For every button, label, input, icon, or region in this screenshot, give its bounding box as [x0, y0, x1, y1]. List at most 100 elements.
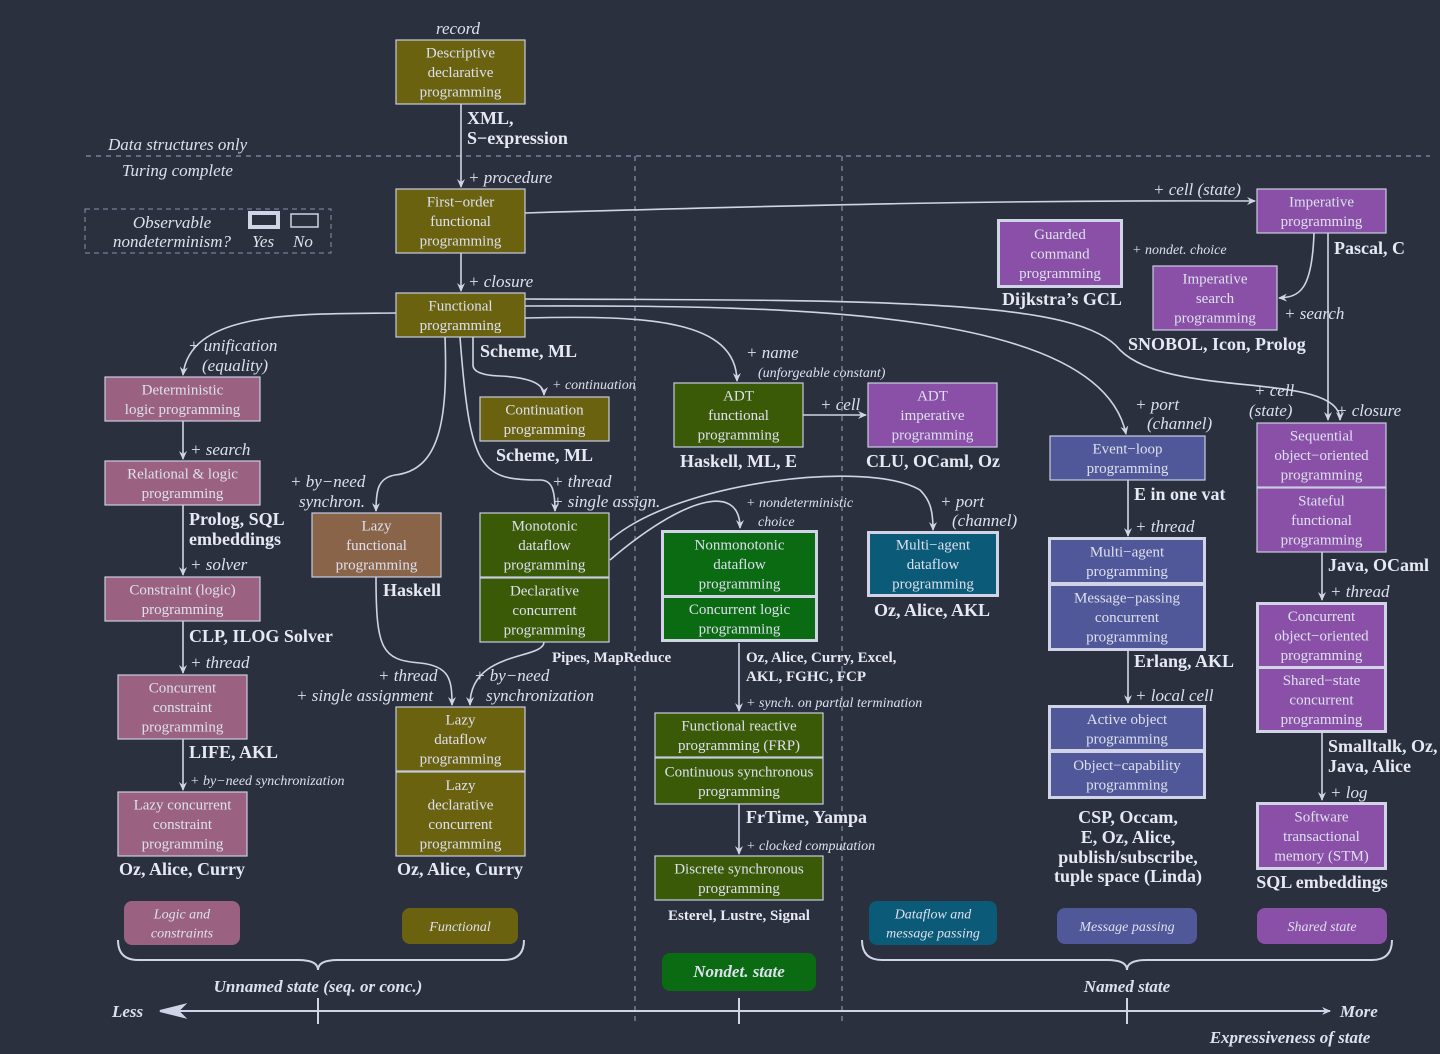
edge-label: + cell [1254, 381, 1295, 400]
paradigm-box-label: Functional reactive [681, 718, 797, 734]
edge-arrow [524, 298, 1344, 421]
paradigm-box-label: Object−capability [1073, 758, 1181, 774]
paradigm-box: Shared−state concurrent programming [1259, 669, 1384, 730]
labels: record Data structures only Turing complet… [107, 19, 1438, 924]
edge-label: + single assign. [552, 492, 660, 511]
language-examples: Java, Alice [1328, 756, 1411, 776]
edge-label: + name [746, 343, 799, 362]
paradigm-box-label: Lazy [362, 519, 392, 535]
paradigm-box-bg [1051, 586, 1203, 648]
paradigm-box-bg [664, 598, 815, 639]
language-examples: embeddings [189, 529, 281, 549]
paradigm-box: Declarative concurrent programming [479, 577, 610, 643]
edge-label: (unforgeable constant) [758, 366, 886, 381]
edge-arrow [609, 475, 937, 541]
paradigm-box-bg [117, 674, 248, 740]
paradigm-box-bg [1259, 669, 1384, 730]
edges [179, 104, 1344, 855]
edge-label: + closure [1336, 401, 1402, 420]
paradigm-box: First−order functional programming [395, 188, 526, 254]
legend: Observable nondeterminism? Yes No [84, 208, 332, 254]
paradigm-box-label: Concurrent [149, 681, 217, 697]
edge-arrow [524, 316, 741, 382]
edge-label: Data structures only [107, 135, 248, 154]
edge-label: + search [1284, 304, 1344, 323]
paradigm-box-label: ADT [917, 389, 948, 405]
paradigm-box-label: programming [420, 836, 502, 852]
edge-label: synchron. [299, 492, 365, 511]
paradigm-box-label: First−order [427, 195, 495, 211]
paradigm-box-label: dataflow [434, 732, 487, 748]
paradigm-box: Imperative programming [1256, 188, 1387, 234]
edge-label: record [436, 19, 481, 38]
legend-frame [84, 208, 332, 254]
paradigm-box-bg [104, 376, 261, 422]
paradigm-box-label: Software [1294, 810, 1348, 826]
paradigm-box-bg [479, 396, 610, 442]
paradigm-box-bg [1049, 435, 1206, 481]
edge-label: + synch. on partial termination [746, 696, 922, 711]
paradigm-box-label: dataflow [713, 557, 766, 573]
paradigm-box-label: concurrent [512, 603, 577, 619]
category-badge-label: Dataflow and [894, 908, 973, 923]
category-badge: Shared state [1257, 908, 1387, 944]
named-state-label: Named state [1083, 977, 1171, 996]
paradigm-box: Concurrent constraint programming [117, 674, 248, 740]
edge-label: + thread [1330, 582, 1390, 601]
language-examples: Haskell, ML, E [680, 451, 797, 471]
paradigm-box-label: concurrent [1095, 610, 1160, 626]
language-examples: Oz, Alice, Curry [119, 859, 245, 879]
paradigm-box-bg [673, 382, 804, 448]
paradigm-box-label: programming [504, 623, 586, 639]
legend-no: No [292, 232, 313, 251]
language-examples: E, Oz, Alice, [1081, 827, 1175, 847]
paradigm-box-label: programming [1281, 648, 1363, 664]
edge-label: + single assignment [296, 686, 434, 705]
paradigm-box-label: programming [1174, 311, 1256, 327]
paradigm-box: Continuous synchronous programming [654, 757, 824, 805]
paradigm-box-label: programming [699, 621, 781, 637]
paradigm-box-label: Concurrent [1288, 609, 1356, 625]
category-badge-bg [124, 901, 240, 945]
paradigm-box-label: Shared−state [1283, 673, 1361, 689]
edge-label: + cell [820, 395, 861, 414]
paradigm-box: Nonmonotonic dataflow programming [664, 533, 815, 595]
language-examples: tuple space (Linda) [1054, 866, 1202, 887]
paradigm-box-bg [1051, 753, 1203, 796]
edge-label: (channel) [952, 511, 1017, 530]
legend-title-1: Observable [133, 213, 212, 232]
edge-label: + by−need [474, 666, 550, 685]
paradigm-box: Concurrent logic programming [664, 598, 815, 639]
language-examples: CSP, Occam, [1078, 807, 1178, 827]
edge-label: + nondet. choice [1132, 243, 1227, 258]
dividers [86, 155, 1430, 1025]
category-badge-bg [402, 908, 518, 944]
language-examples: Pascal, C [1334, 238, 1405, 258]
paradigm-box-label: programming [504, 422, 586, 438]
category-badge-bg [1257, 908, 1387, 944]
category-badge: Message passing [1057, 908, 1197, 944]
paradigm-box: Discrete synchronous programming [654, 855, 824, 901]
paradigm-box-label: programming [699, 577, 781, 593]
paradigm-box-label: programming [698, 784, 780, 800]
paradigm-box-label: programming (FRP) [678, 738, 800, 754]
paradigm-box-bg [117, 791, 248, 857]
paradigm-box-label: Multi−agent [896, 538, 971, 554]
paradigm-box: Lazy dataflow programming [395, 706, 526, 772]
paradigm-box-label: programming [504, 558, 586, 574]
paradigm-box-label: Multi−agent [1090, 544, 1165, 560]
paradigm-box-label: dataflow [907, 557, 960, 573]
paradigm-box-label: programming [892, 428, 974, 444]
paradigm-box-label: imperative [900, 408, 964, 424]
edge-arrow [1278, 232, 1315, 302]
edge-label: + thread [1135, 517, 1195, 536]
legend-no-swatch [290, 213, 319, 228]
axis-title: Expressiveness of state [1209, 1028, 1371, 1047]
paradigm-box-bg [654, 855, 824, 901]
language-examples: S−expression [467, 128, 568, 148]
paradigm-box-label: constraint [153, 700, 213, 716]
axis-left-arrowhead [159, 1003, 188, 1019]
edge-arrow [524, 305, 1129, 435]
edge-label: + thread [552, 472, 612, 491]
